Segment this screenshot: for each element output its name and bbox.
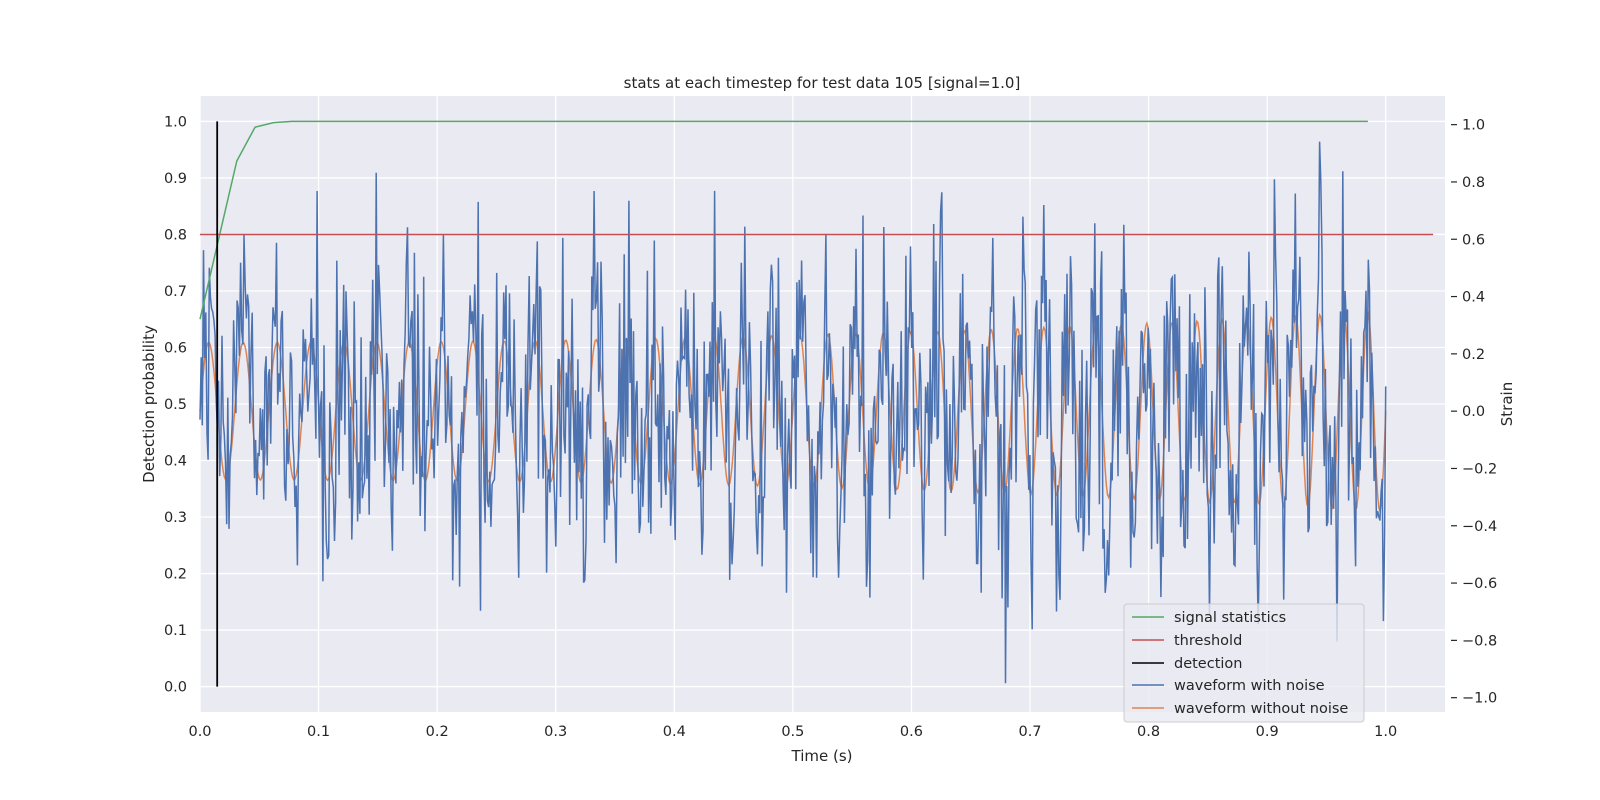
x-tick-label: 0.3 [544, 724, 567, 740]
legend-label-signal: signal statistics [1174, 610, 1286, 626]
left-y-tick-label: 0.5 [164, 397, 187, 413]
right-y-tick-label: 0.2 [1462, 347, 1485, 363]
left-y-axis-label: Detection probability [140, 325, 158, 483]
waveform-with-noise-line [199, 141, 1387, 684]
right-y-tick-label: 0.6 [1462, 232, 1485, 248]
legend-box [1123, 603, 1365, 723]
left-y-axis-ticks: 0.0 0.1 0.2 0.3 0.4 0.5 0.6 0.7 0.8 0.9 1.0 [164, 114, 187, 695]
right-y-tick-label: 0.0 [1462, 404, 1485, 420]
x-tick-label: 0.5 [781, 724, 804, 740]
x-tick-label: 0.6 [900, 724, 923, 740]
left-y-tick-label: 0.8 [164, 227, 187, 243]
x-tick-label: 0.8 [1137, 724, 1160, 740]
left-y-tick-label: 0.0 [164, 680, 187, 696]
legend-label-detection: detection [1174, 656, 1242, 672]
chart-title: stats at each timestep for test data 105… [624, 74, 1021, 92]
legend: signal statistics threshold detection wa… [1123, 603, 1365, 723]
legend-label-clean: waveform without noise [1174, 701, 1348, 717]
x-tick-label: 0.0 [188, 724, 211, 740]
signal-statistics-line [199, 120, 1368, 320]
x-axis-label: Time (s) [791, 747, 853, 765]
left-y-tick-label: 0.2 [164, 567, 187, 583]
left-y-tick-label: 0.1 [164, 623, 187, 639]
x-tick-label: 1.0 [1374, 724, 1397, 740]
left-y-tick-label: 0.9 [164, 171, 187, 187]
right-y-tick-label: −0.6 [1462, 576, 1497, 592]
legend-label-threshold: threshold [1174, 633, 1242, 649]
x-tick-label: 0.4 [663, 724, 686, 740]
x-tick-label: 0.9 [1256, 724, 1279, 740]
x-tick-label: 0.2 [426, 724, 449, 740]
right-y-tick-label: 0.8 [1462, 175, 1485, 191]
x-tick-label: 0.7 [1018, 724, 1041, 740]
left-y-tick-label: 0.6 [164, 340, 187, 356]
x-tick-label: 0.1 [307, 724, 330, 740]
right-y-tick-label: 0.4 [1462, 290, 1485, 306]
left-y-tick-label: 0.7 [164, 284, 187, 300]
legend-label-noisy: waveform with noise [1174, 678, 1325, 694]
right-y-tick-label: −0.2 [1462, 461, 1497, 477]
right-y-axis-label: Strain [1498, 382, 1516, 426]
left-y-tick-label: 0.4 [164, 454, 187, 470]
left-y-tick-label: 0.3 [164, 510, 187, 526]
right-y-tick-label: −1.0 [1462, 691, 1497, 707]
right-y-tick-label: 1.0 [1462, 118, 1485, 134]
right-y-tick-label: −0.8 [1462, 633, 1497, 649]
x-axis-ticks: 0.0 0.1 0.2 0.3 0.4 0.5 0.6 0.7 0.8 0.9 1.0 [188, 724, 1397, 740]
noisy-waveform-path [199, 141, 1387, 684]
probability-lines [199, 120, 1434, 687]
right-y-tick-label: −0.4 [1462, 519, 1497, 535]
right-y-axis-ticks: −1.0 −0.8 −0.6 −0.4 −0.2 0.0 0.2 0.4 0.6 0.8 1.0 [1451, 118, 1497, 707]
left-y-tick-label: 1.0 [164, 114, 187, 130]
